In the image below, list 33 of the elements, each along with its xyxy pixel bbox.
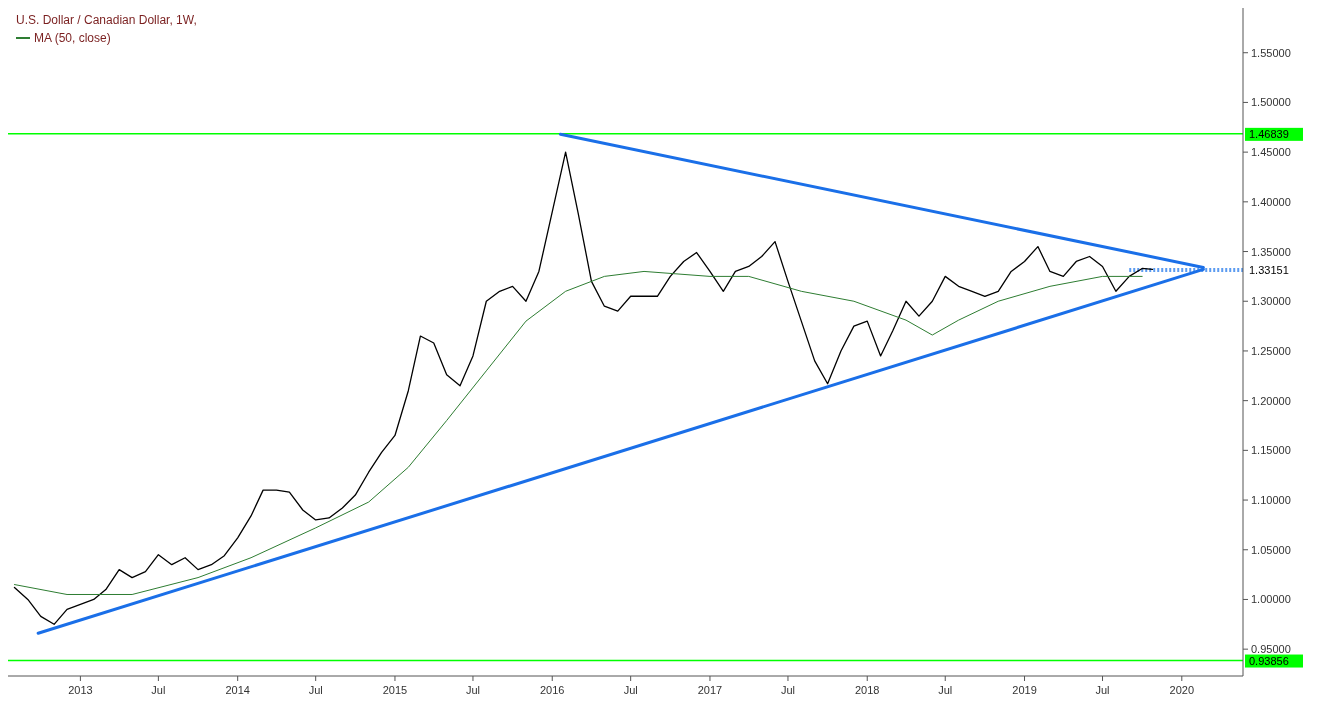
y-tick-label: 1.25000 xyxy=(1251,344,1291,357)
x-tick-label: 2020 xyxy=(1169,684,1195,696)
legend-label: MA (50, close) xyxy=(34,31,111,45)
y-tick-label: 1.40000 xyxy=(1251,195,1291,208)
x-tick-label: 2013 xyxy=(68,684,93,696)
y-tick-label: 1.35000 xyxy=(1251,245,1291,258)
x-tick-label: Jul xyxy=(780,684,795,696)
x-tick-label: Jul xyxy=(465,684,480,696)
x-tick-label: 2014 xyxy=(225,684,250,696)
y-tick-label: 1.15000 xyxy=(1251,444,1291,457)
y-tick-label: 0.95000 xyxy=(1251,643,1291,656)
y-tick-label: 1.10000 xyxy=(1251,494,1291,507)
x-tick-label: 2016 xyxy=(540,684,565,696)
ref-line-label: 1.46839 xyxy=(1249,127,1289,140)
y-tick-label: 1.20000 xyxy=(1251,394,1291,407)
x-tick-label: Jul xyxy=(623,684,638,696)
y-tick-label: 1.55000 xyxy=(1251,46,1291,59)
x-tick-label: Jul xyxy=(1095,684,1110,696)
y-tick-label: 1.30000 xyxy=(1251,295,1291,308)
y-tick-label: 1.45000 xyxy=(1251,146,1291,159)
y-tick-label: 1.05000 xyxy=(1251,543,1291,556)
y-tick-label: 1.00000 xyxy=(1251,593,1291,606)
ref-line-label: 0.93856 xyxy=(1249,654,1289,667)
x-tick-label: 2018 xyxy=(855,684,880,696)
x-tick-label: 2017 xyxy=(697,684,723,696)
x-tick-label: 2019 xyxy=(1012,684,1037,696)
x-tick-label: Jul xyxy=(308,684,323,696)
y-tick-label: 1.50000 xyxy=(1251,96,1291,109)
x-tick-label: 2015 xyxy=(382,684,408,696)
x-tick-label: Jul xyxy=(151,684,166,696)
text: U.S. Dollar / Canadian Dollar, 1W, xyxy=(16,13,197,27)
x-tick-label: Jul xyxy=(938,684,953,696)
ref-line-label: 1.33151 xyxy=(1249,263,1289,276)
